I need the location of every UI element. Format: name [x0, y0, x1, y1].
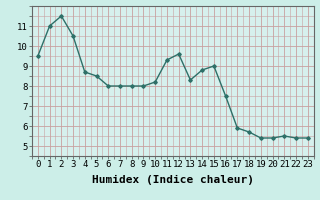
X-axis label: Humidex (Indice chaleur): Humidex (Indice chaleur) — [92, 175, 254, 185]
